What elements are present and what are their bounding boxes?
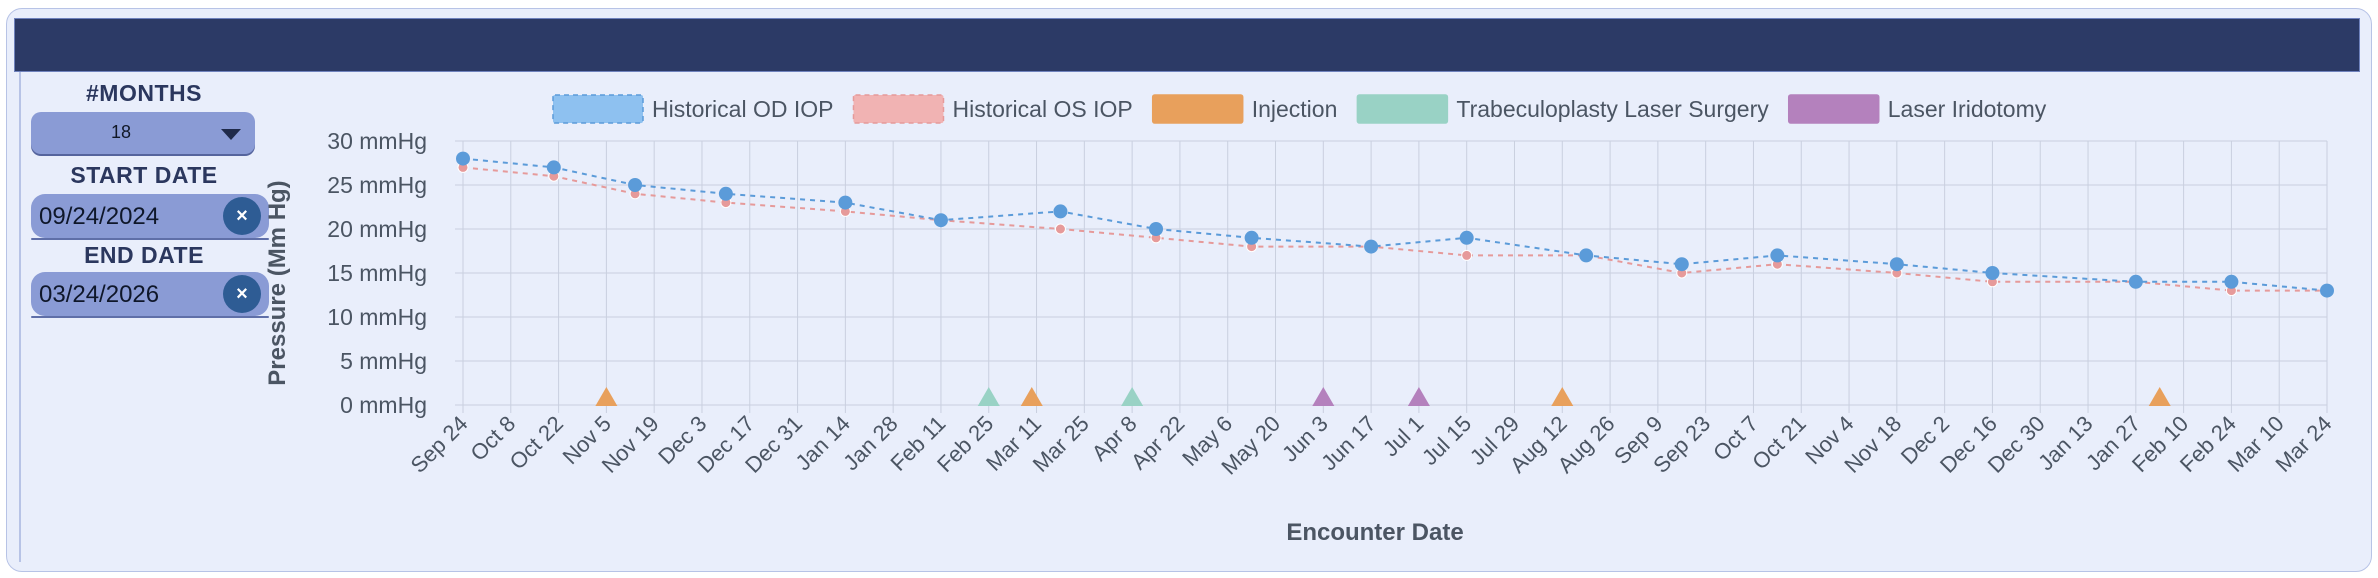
- chevron-down-icon[interactable]: [221, 129, 241, 140]
- data-point: [2128, 274, 2143, 289]
- legend-label: Historical OS IOP: [952, 96, 1132, 122]
- data-point: [546, 160, 561, 175]
- data-point: [1054, 223, 1066, 235]
- end-date-underline: [31, 316, 269, 318]
- start-date-field[interactable]: 09/24/2024 ×: [31, 194, 269, 240]
- start-date-underline: [31, 238, 269, 240]
- y-tick-label: 10 mmHg: [327, 304, 427, 330]
- legend-swatch: [852, 94, 945, 124]
- data-point: [1461, 249, 1473, 261]
- start-date-label: START DATE: [70, 162, 218, 188]
- event-marker: [2148, 387, 2171, 406]
- data-point: [1985, 266, 2000, 280]
- panel-divider: [19, 72, 21, 562]
- legend-swatch: [1151, 94, 1244, 124]
- y-tick-label: 30 mmHg: [327, 128, 427, 154]
- y-tick-label: 25 mmHg: [327, 172, 427, 198]
- x-tick-label: Apr 22: [1126, 411, 1190, 475]
- y-tick-label: 0 mmHg: [340, 392, 427, 418]
- legend-label: Laser Iridotomy: [1888, 96, 2047, 122]
- data-point: [2320, 283, 2334, 298]
- data-point: [1889, 257, 1904, 272]
- legend-swatch: [1787, 94, 1880, 124]
- start-date-value[interactable]: 09/24/2024: [39, 203, 160, 230]
- y-tick-label: 5 mmHg: [340, 348, 427, 374]
- event-marker: [1551, 387, 1574, 406]
- data-point: [1364, 239, 1379, 254]
- close-icon[interactable]: ×: [223, 197, 261, 235]
- data-point: [1053, 204, 1068, 219]
- months-dropdown[interactable]: 18: [31, 112, 255, 154]
- event-marker: [1020, 387, 1043, 406]
- end-date-field[interactable]: 03/24/2026 ×: [31, 272, 269, 318]
- series-line: [462, 157, 2328, 292]
- event-marker: [977, 387, 1000, 406]
- data-point: [1149, 222, 1164, 236]
- event-marker: [1407, 387, 1430, 406]
- x-tick-label: Oct 22: [505, 411, 569, 475]
- data-point: [838, 195, 853, 210]
- event-marker: [1121, 387, 1144, 406]
- event-marker: [595, 387, 618, 406]
- end-date-value[interactable]: 03/24/2026: [39, 281, 160, 308]
- months-label: #MONTHS: [86, 80, 202, 106]
- data-point: [1770, 248, 1785, 263]
- legend-label: Injection: [1252, 96, 1338, 122]
- months-value: 18: [110, 122, 132, 142]
- legend-swatch: [552, 94, 644, 124]
- legend-swatch: [1356, 94, 1449, 124]
- legend-label: Historical OD IOP: [652, 96, 833, 122]
- data-point: [1579, 248, 1594, 263]
- close-icon[interactable]: ×: [223, 275, 261, 313]
- event-marker: [1312, 387, 1335, 406]
- x-tick-label: Oct 21: [1747, 411, 1811, 475]
- x-tick-label: Sep 24: [406, 411, 473, 478]
- data-point: [1459, 230, 1474, 245]
- data-point: [718, 186, 733, 201]
- data-point: [933, 213, 948, 228]
- data-point: [2224, 274, 2239, 289]
- y-tick-label: 15 mmHg: [327, 260, 427, 286]
- header-bar: [14, 18, 2360, 72]
- legend-label: Trabeculoplasty Laser Surgery: [1456, 96, 1769, 122]
- y-tick-label: 20 mmHg: [327, 216, 427, 242]
- x-axis-title: Encounter Date: [1286, 519, 1463, 546]
- end-date-label: END DATE: [84, 242, 204, 268]
- y-axis-title: Pressure (Mm Hg): [264, 180, 291, 385]
- data-point: [1244, 230, 1259, 245]
- data-point: [456, 151, 470, 166]
- data-point: [1674, 257, 1689, 272]
- x-tick-label: Jul 15: [1417, 411, 1476, 470]
- x-tick-label: Jun 17: [1316, 411, 1380, 475]
- data-point: [628, 178, 643, 192]
